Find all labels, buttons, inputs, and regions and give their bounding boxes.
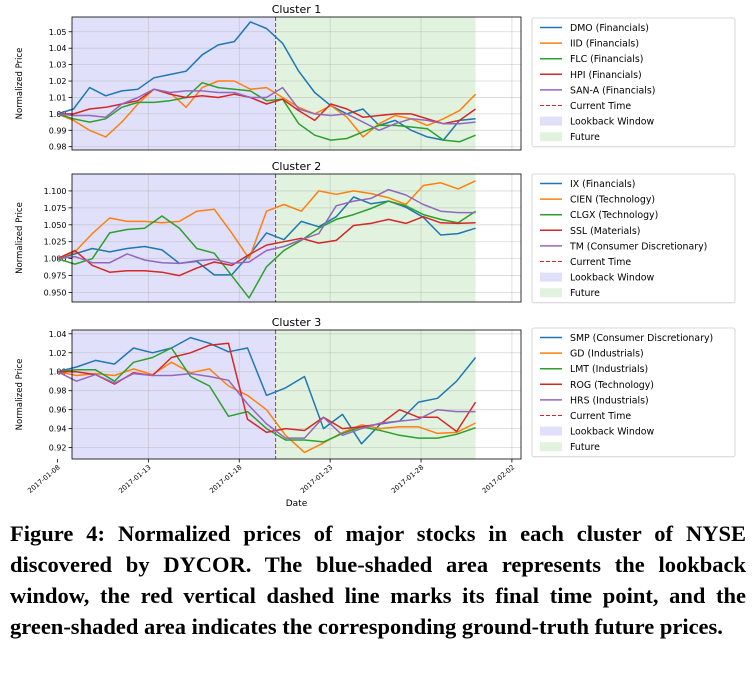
- y-tick-label: 1.03: [49, 61, 67, 70]
- cluster-price-figure: 0.980.991.001.011.021.031.041.05Cluster …: [15, 3, 736, 509]
- legend-label: SAN-A (Financials): [570, 85, 655, 96]
- cluster-2-panel: 0.950 0.975 1.000 1.025 1.050 1.075 1.100 Clust…: [15, 160, 736, 304]
- legend-label: Current Time: [570, 257, 631, 268]
- legend-label: GD (Industrials): [570, 349, 644, 360]
- series-line-5: [57, 371, 476, 439]
- series-line-1: [57, 336, 477, 445]
- plot-frame: [71, 16, 522, 151]
- plot-frame: [71, 173, 522, 303]
- x-axis-label: Date: [286, 499, 308, 509]
- series-line-3: [57, 347, 476, 443]
- legend-label: Lookback Window: [570, 117, 655, 128]
- legend-swatch: [540, 288, 562, 298]
- legend-label: IID (Financials): [570, 39, 639, 50]
- legend-label: Lookback Window: [570, 427, 655, 438]
- legend-label: IX (Financials): [570, 179, 635, 190]
- legend-label: TM (Consumer Discretionary): [569, 241, 707, 252]
- series-line-2: [57, 80, 477, 138]
- x-tick-label: 2017-01-08: [26, 463, 61, 495]
- series-line-3: [57, 81, 476, 143]
- panel-title: Cluster 1: [272, 3, 322, 16]
- legend-label: Lookback Window: [570, 273, 655, 284]
- legend-swatch: [540, 426, 562, 436]
- legend-label: Current Time: [570, 101, 631, 112]
- y-tick-label: 1.100: [44, 187, 67, 196]
- y-axis-label: Normalized Price: [15, 202, 25, 274]
- series-line-1: [57, 196, 476, 276]
- y-tick-label: 0.975: [44, 272, 67, 281]
- y-tick-label: 0.96: [49, 406, 67, 415]
- x-tick-label: 2017-01-23: [299, 463, 334, 495]
- y-tick-label: 0.98: [49, 143, 67, 152]
- legend-swatch: [540, 132, 562, 142]
- x-tick-label: 2017-01-18: [208, 463, 243, 495]
- y-tick-label: 1.075: [44, 204, 67, 213]
- legend-label: HRS (Industrials): [570, 395, 649, 406]
- y-tick-label: 1.025: [44, 238, 67, 247]
- legend-swatch: [540, 442, 562, 452]
- legend-swatch: [540, 272, 562, 282]
- y-tick-label: 1.02: [49, 77, 67, 86]
- legend-box: [531, 327, 736, 458]
- y-tick-label: 1.04: [49, 44, 67, 53]
- series-line-4: [57, 215, 476, 277]
- legend-box: [531, 17, 736, 148]
- y-tick-label: 1.01: [49, 93, 67, 102]
- y-axis-label: Normalized Price: [15, 359, 25, 431]
- y-tick-label: 1.04: [49, 330, 67, 339]
- panel-title: Cluster 3: [272, 316, 322, 329]
- y-tick-label: 1.050: [44, 221, 67, 230]
- y-tick-label: 0.94: [49, 425, 67, 434]
- legend-box: [531, 173, 736, 304]
- legend-label: SMP (Consumer Discretionary): [570, 333, 713, 344]
- lookback-region: [72, 174, 276, 302]
- series-line-2: [57, 361, 476, 454]
- legend-label: Future: [570, 442, 600, 453]
- y-tick-label: 1.05: [49, 28, 67, 37]
- y-tick-label: 0.92: [49, 444, 67, 453]
- legend-label: CIEN (Technology): [570, 195, 655, 206]
- y-tick-label: 1.000: [44, 255, 67, 264]
- panel-title: Cluster 2: [272, 160, 322, 173]
- x-tick-label: 2017-02-02: [481, 463, 516, 495]
- legend-label: HPI (Financials): [570, 70, 642, 81]
- x-tick-label: 2017-01-13: [117, 463, 152, 495]
- legend-label: ROG (Technology): [570, 380, 654, 391]
- y-tick-label: 1.02: [49, 349, 67, 358]
- legend-label: DMO (Financials): [570, 23, 649, 34]
- legend-label: SSL (Materials): [570, 226, 640, 237]
- y-tick-label: 0.99: [49, 126, 67, 135]
- legend-label: LMT (Industrials): [570, 364, 648, 375]
- series-line-4: [57, 88, 477, 125]
- figure-caption: Figure 4: Normalized prices of major sto…: [10, 521, 746, 639]
- series-line-5: [57, 188, 476, 265]
- y-tick-label: 0.98: [49, 387, 67, 396]
- x-tick-label: 2017-01-28: [390, 463, 425, 495]
- legend-swatch: [540, 116, 562, 126]
- legend-label: Current Time: [570, 411, 631, 422]
- series-line-3: [57, 200, 477, 299]
- legend-label: Future: [570, 288, 600, 299]
- y-axis-label: Normalized Price: [15, 48, 25, 120]
- y-tick-label: 0.950: [44, 289, 67, 298]
- plot-frame: [71, 329, 522, 460]
- legend-label: FLC (Financials): [570, 54, 643, 65]
- legend-label: Future: [570, 132, 600, 143]
- cluster-1-panel: 0.980.991.001.011.021.031.041.05Cluster …: [15, 3, 736, 152]
- lookback-region: [72, 17, 276, 150]
- series-line-5: [57, 86, 476, 132]
- legend-label: CLGX (Technology): [570, 210, 658, 221]
- series-line-2: [57, 180, 476, 260]
